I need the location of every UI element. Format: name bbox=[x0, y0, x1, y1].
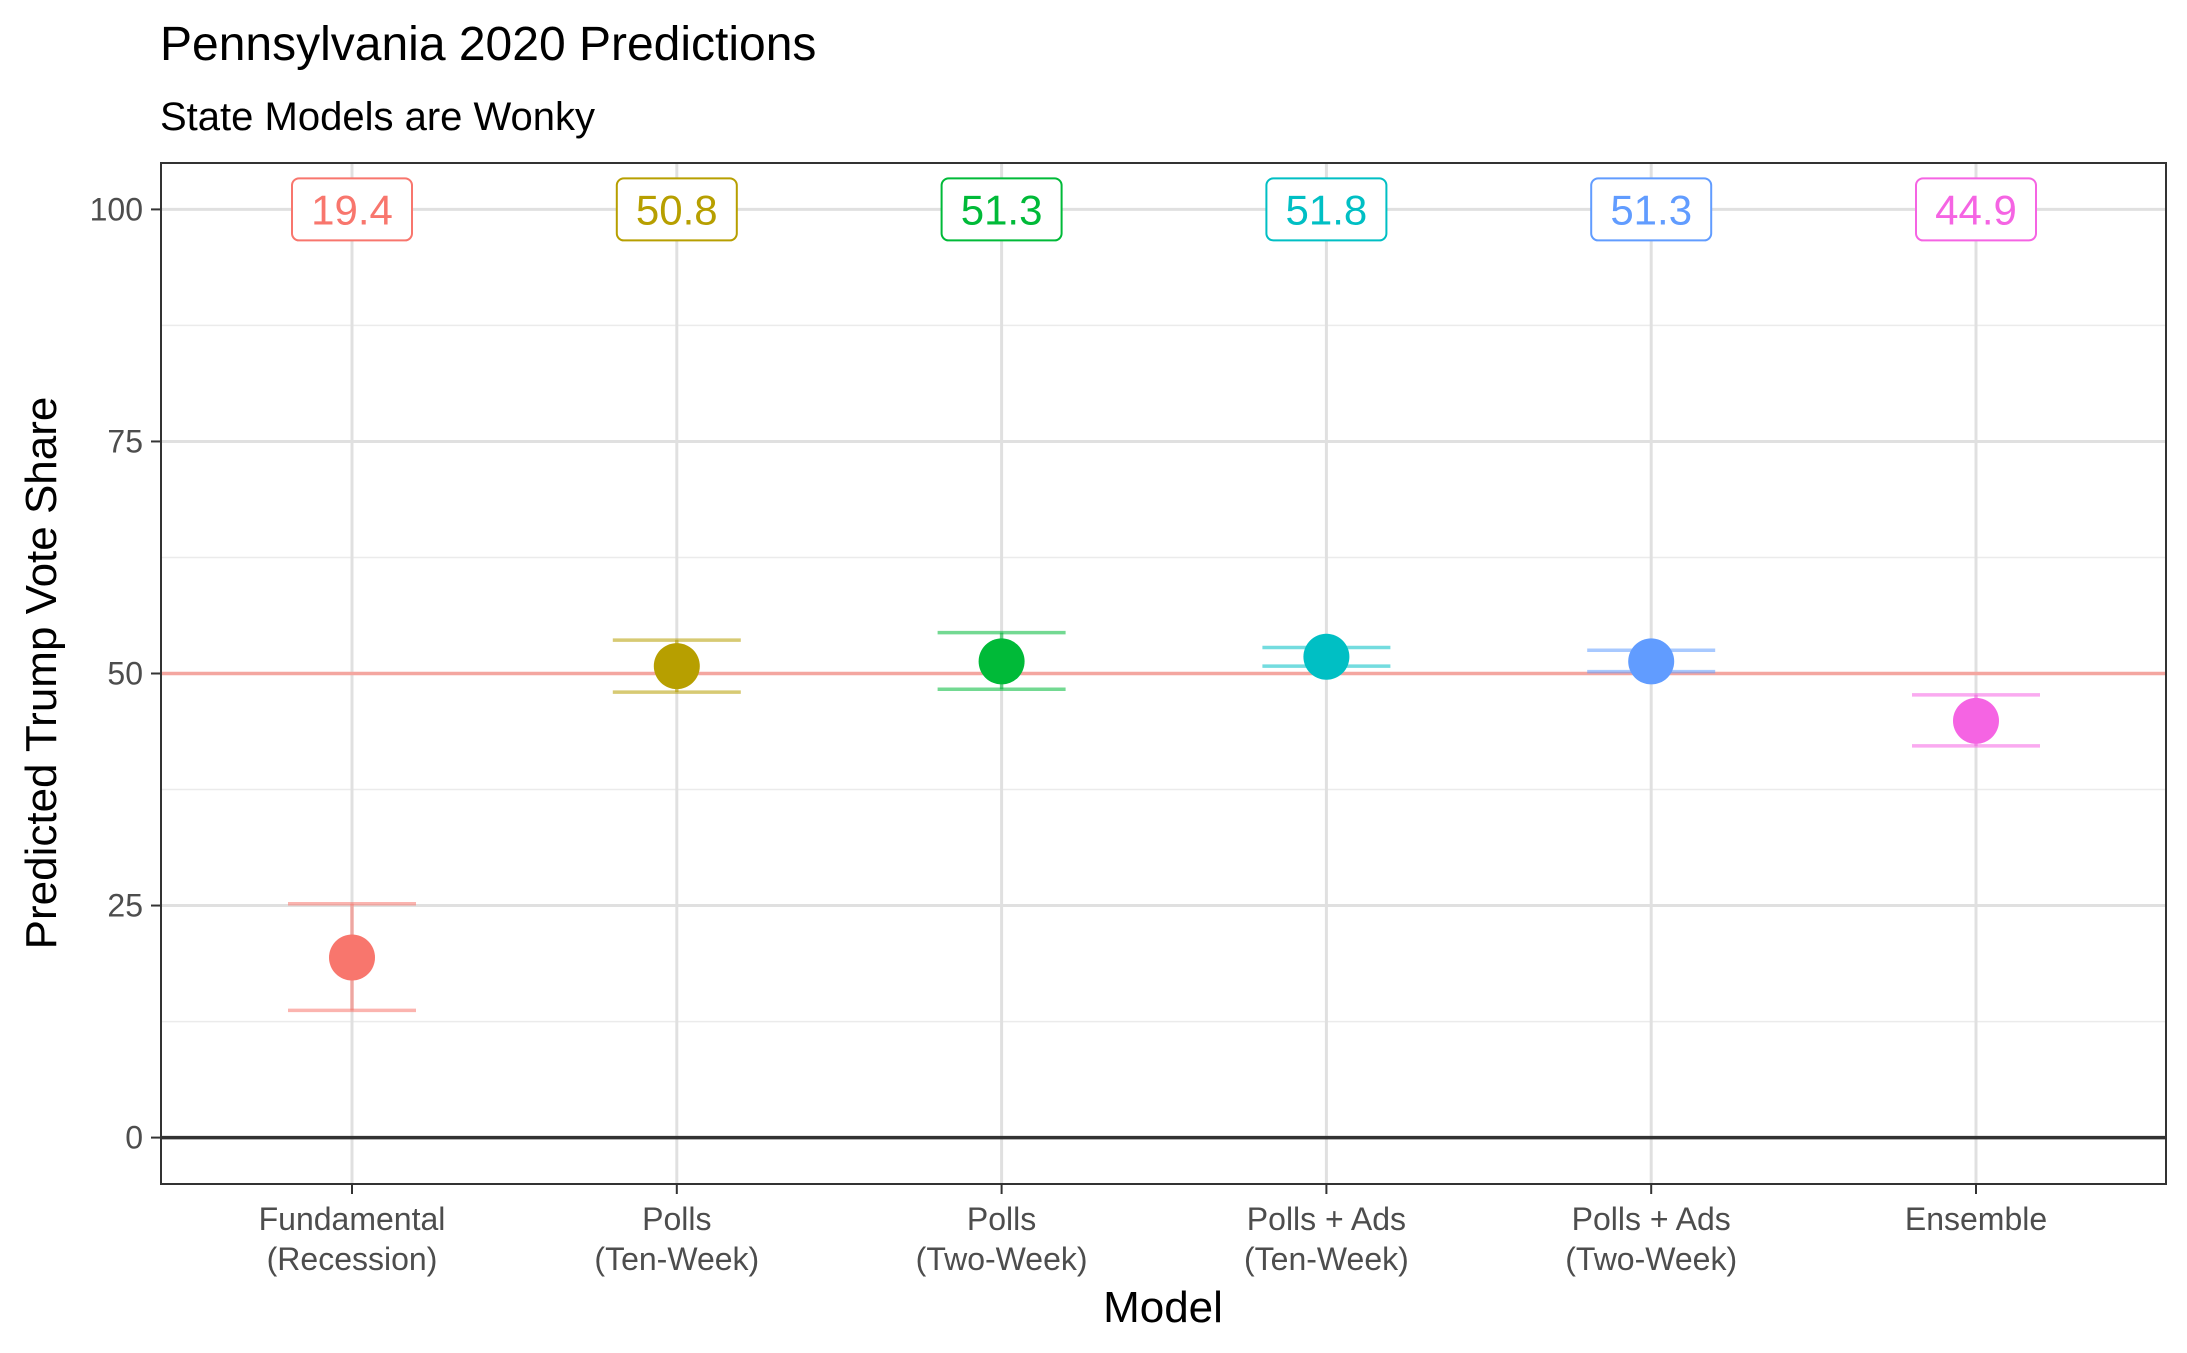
chart-title: Pennsylvania 2020 Predictions bbox=[160, 18, 816, 71]
x-tick-label-line2: (Two-Week) bbox=[1565, 1241, 1737, 1277]
x-axis-title: Model bbox=[1103, 1283, 1223, 1332]
model-point-group: 51.8 bbox=[1262, 177, 1391, 680]
value-label: 51.3 bbox=[1610, 186, 1692, 233]
chart-subtitle: State Models are Wonky bbox=[160, 95, 595, 139]
x-tick-label-line2: (Two-Week) bbox=[916, 1241, 1088, 1277]
value-label: 51.8 bbox=[1286, 186, 1368, 233]
x-tick-label-line2: (Ten-Week) bbox=[594, 1241, 759, 1277]
y-tick-label: 0 bbox=[125, 1120, 143, 1156]
model-point-group: 19.4 bbox=[288, 177, 416, 1013]
prediction-point bbox=[653, 643, 700, 690]
prediction-point bbox=[1303, 633, 1350, 680]
x-tick-label-line1: Ensemble bbox=[1905, 1201, 2047, 1237]
y-tick-label: 75 bbox=[107, 423, 143, 459]
marks-layer: 19.4 50.8 51.3 51.8 51.3 44.9 bbox=[288, 177, 2040, 1013]
value-label-box bbox=[291, 177, 413, 242]
model-point-group: 50.8 bbox=[612, 177, 741, 694]
value-label: 19.4 bbox=[311, 186, 393, 233]
prediction-point bbox=[1953, 697, 1999, 744]
x-axis: Fundamental (Recession) Polls (Ten-Week) Pol… bbox=[259, 1184, 2047, 1277]
x-tick-label-line2: (Ten-Week) bbox=[1244, 1241, 1409, 1277]
value-label-box bbox=[940, 177, 1063, 242]
x-tick-label-line2: (Recession) bbox=[267, 1241, 438, 1277]
x-tick-label-line1: Polls + Ads bbox=[1572, 1201, 1731, 1237]
value-label-box bbox=[1265, 177, 1388, 242]
value-label-box bbox=[615, 177, 738, 242]
prediction-point bbox=[329, 934, 375, 981]
x-tick-label-line1: Polls bbox=[642, 1201, 711, 1237]
value-label: 44.9 bbox=[1935, 186, 2017, 233]
y-axis-title: Predicted Trump Vote Share bbox=[17, 397, 66, 950]
x-tick-label-line1: Polls + Ads bbox=[1247, 1201, 1406, 1237]
value-label: 51.3 bbox=[961, 186, 1043, 233]
x-tick-label-line1: Polls bbox=[967, 1201, 1036, 1237]
model-point-group: 51.3 bbox=[1587, 177, 1716, 685]
model-point-group: 44.9 bbox=[1912, 177, 2040, 748]
model-point-group: 51.3 bbox=[937, 177, 1066, 692]
prediction-point bbox=[1628, 638, 1675, 685]
y-axis: 0 25 50 75 100 bbox=[90, 191, 161, 1156]
y-tick-label: 25 bbox=[107, 888, 143, 924]
value-label-box bbox=[1915, 177, 2037, 242]
prediction-point bbox=[978, 638, 1025, 685]
reference-lines bbox=[161, 671, 2166, 1140]
y-tick-label: 100 bbox=[90, 191, 143, 227]
value-label-box bbox=[1590, 177, 1713, 242]
value-label: 50.8 bbox=[636, 186, 718, 233]
y-tick-label: 50 bbox=[107, 656, 143, 692]
x-tick-label-line1: Fundamental bbox=[259, 1201, 446, 1237]
